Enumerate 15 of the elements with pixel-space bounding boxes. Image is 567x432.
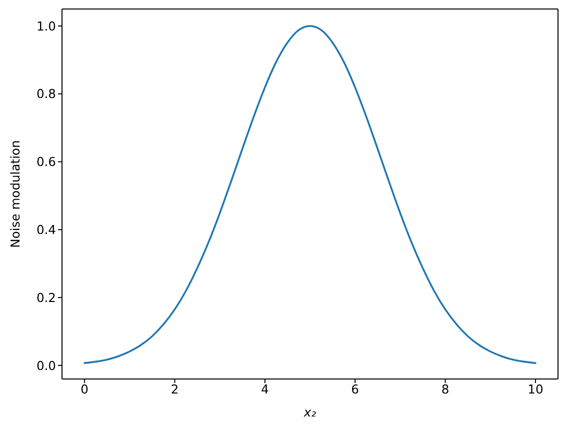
y-tick-label: 0.2 [36, 290, 56, 305]
y-axis-title: Noise modulation [8, 140, 22, 248]
line-series [84, 25, 536, 364]
x-tick-label: 8 [441, 382, 450, 397]
x-tick-label: 6 [351, 382, 360, 397]
x-tick-label: 0 [80, 382, 88, 397]
x-tick-label: 2 [170, 382, 179, 397]
y-tick-label: 0.8 [36, 87, 56, 102]
y-tick-label: 0.6 [36, 155, 56, 170]
y-tick-label: 1.0 [36, 19, 56, 34]
y-tick-label: 0.4 [36, 223, 56, 238]
y-tick-label: 0.0 [36, 358, 56, 373]
x-axis-title: x₂ [302, 405, 316, 420]
x-tick-label: 10 [528, 382, 544, 397]
x-tick-label: 4 [260, 382, 269, 397]
